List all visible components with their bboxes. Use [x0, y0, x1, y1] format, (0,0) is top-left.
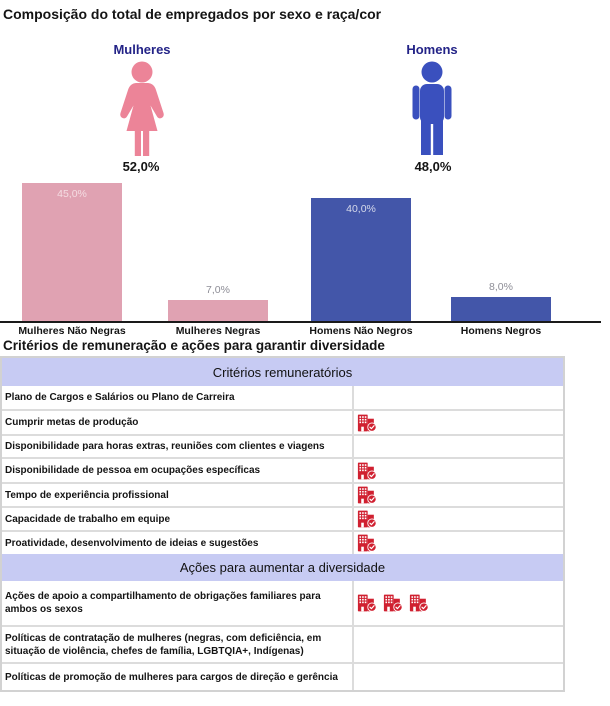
company-check-icon — [357, 414, 377, 432]
bar-mulheres-nao-negras: 45,0% — [22, 183, 122, 322]
action-label: Políticas de promoção de mulheres para c… — [2, 664, 354, 690]
criterion-label: Capacidade de trabalho em equipe — [2, 508, 354, 530]
action-icons-cell — [354, 627, 563, 662]
table-row: Capacidade de trabalho em equipe — [2, 506, 563, 530]
criterion-label: Cumprir metas de produção — [2, 411, 354, 434]
category-label: Homens Negros — [460, 325, 542, 337]
criterion-label: Proatividade, desenvolvimento de ideias … — [2, 532, 354, 554]
criterion-label: Plano de Cargos e Salários ou Plano de C… — [2, 386, 354, 409]
action-label: Ações de apoio a compartilhamento de obr… — [2, 581, 354, 625]
company-check-icon — [357, 462, 377, 480]
table-row: Proatividade, desenvolvimento de ideias … — [2, 530, 563, 554]
table-row: Tempo de experiência profissional — [2, 482, 563, 506]
criterion-icons-cell — [354, 459, 563, 482]
bar-value-label: 7,0% — [206, 284, 230, 296]
criterion-icons-cell — [354, 484, 563, 506]
woman-pictogram-icon — [120, 61, 164, 156]
criterion-label: Tempo de experiência profissional — [2, 484, 354, 506]
bar-value-label: 8,0% — [489, 281, 513, 293]
male-group-label: Homens — [406, 42, 458, 57]
page-title: Composição do total de empregados por se… — [3, 6, 382, 22]
table-row: Políticas de contratação de mulheres (ne… — [2, 625, 563, 662]
criterion-label: Disponibilidade para horas extras, reuni… — [2, 436, 354, 457]
table-header-acoes-diversidade: Ações para aumentar a diversidade — [2, 554, 563, 581]
company-check-icon — [357, 534, 377, 552]
criterion-icons-cell — [354, 386, 563, 409]
bar-homens-nao-negros: 40,0% — [311, 198, 411, 322]
man-pictogram-icon — [412, 61, 452, 155]
x-axis-line — [0, 321, 601, 323]
action-label: Políticas de contratação de mulheres (ne… — [2, 627, 354, 662]
criterion-icons-cell — [354, 436, 563, 457]
bar-chart: 45,0% 7,0% 40,0% 8,0% — [0, 178, 610, 322]
female-share-value: 52,0% — [122, 159, 160, 174]
bar-value-label: 40,0% — [346, 203, 376, 215]
criteria-table: Critérios remuneratórios Plano de Cargos… — [0, 356, 565, 692]
table-row: Disponibilidade para horas extras, reuni… — [2, 434, 563, 457]
section-title: Critérios de remuneração e ações para ga… — [3, 338, 385, 353]
criterion-icons-cell — [354, 508, 563, 530]
table-row: Ações de apoio a compartilhamento de obr… — [2, 581, 563, 625]
company-check-icon — [357, 510, 377, 528]
table-row: Políticas de promoção de mulheres para c… — [2, 662, 563, 690]
criterion-icons-cell — [354, 532, 563, 554]
table-header-criterios-remuneratorios: Critérios remuneratórios — [2, 358, 563, 386]
table-row: Cumprir metas de produção — [2, 409, 563, 434]
criterion-icons-cell — [354, 411, 563, 434]
action-icons-cell — [354, 664, 563, 690]
bar-mulheres-negras: 7,0% — [168, 284, 268, 322]
company-check-icon — [357, 594, 377, 612]
company-check-icon — [383, 594, 403, 612]
company-check-icon — [357, 486, 377, 504]
male-share-value: 48,0% — [414, 159, 452, 174]
criterion-label: Disponibilidade de pessoa em ocupações e… — [2, 459, 354, 482]
bar-homens-negros: 8,0% — [451, 281, 551, 322]
female-group-label: Mulheres — [113, 42, 171, 57]
bar-value-label: 45,0% — [57, 188, 87, 200]
category-label: Homens Não Negros — [309, 325, 413, 337]
table-row: Disponibilidade de pessoa em ocupações e… — [2, 457, 563, 482]
category-label: Mulheres Negras — [175, 325, 261, 337]
table-row: Plano de Cargos e Salários ou Plano de C… — [2, 386, 563, 409]
category-label: Mulheres Não Negras — [18, 325, 126, 337]
company-check-icon — [409, 594, 429, 612]
action-icons-cell — [354, 581, 563, 625]
